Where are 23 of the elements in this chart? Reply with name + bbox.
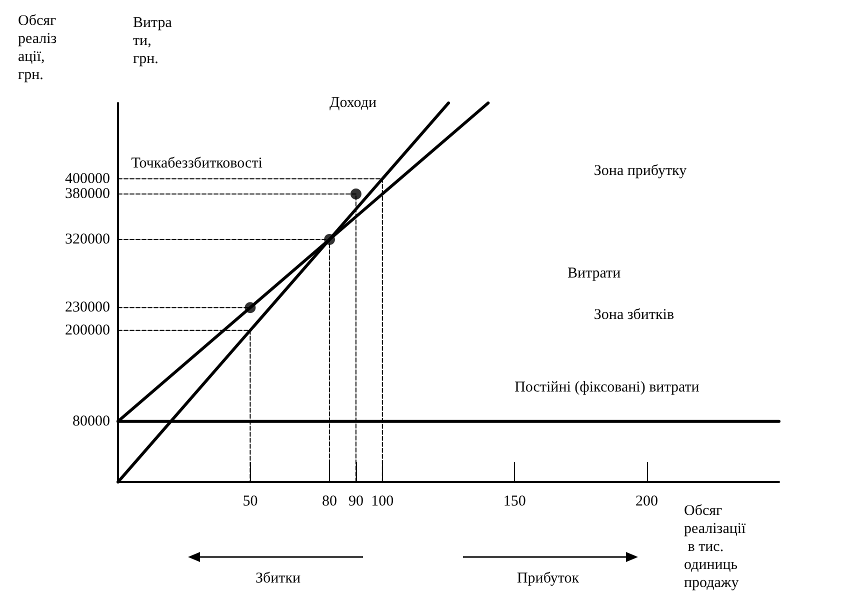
annotation: Зона збитків [594,307,674,324]
x-tick-label: 80 [322,494,338,510]
text: Прибуток [516,570,580,586]
y-tick-label: 200000 [65,322,110,338]
x-tick-label: 50 [242,494,258,510]
y-tick-label: 230000 [65,300,110,316]
y-axis-title: Обсяг реалізації, грн. [18,13,60,83]
x-tick-label: 200 [636,494,658,510]
annotation: Витрати [567,266,621,282]
y-tick-label: 400000 [65,170,110,187]
x-axis-title: Обсяг реалізації в тис. одиниць продажу [684,503,747,591]
annotation: Точкабеззбитковості [131,156,262,172]
x-tick-label: 90 [348,494,364,510]
x-tick-label: 100 [371,494,394,510]
annotation: Зона прибутку [594,163,688,180]
text: Збитки [255,570,301,586]
y-tick-label: 380000 [65,186,110,202]
annotation: Доходи [330,95,377,111]
y-tick-label: 80000 [72,413,110,430]
annotation: Постійні (фіксовані) витрати [514,379,700,396]
text: Витрати, грн. [133,15,172,67]
y-tick-label: 320000 [65,231,110,248]
x-tick-label: 150 [503,494,526,510]
